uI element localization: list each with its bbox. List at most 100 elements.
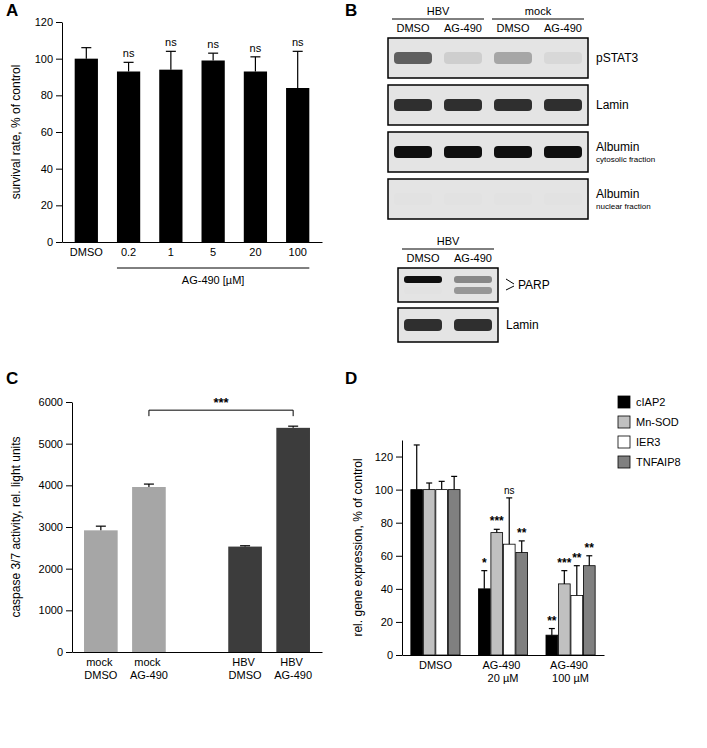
significance: **: [517, 526, 527, 540]
x-tick-label: 5: [210, 246, 216, 258]
y-axis-line: [72, 403, 73, 653]
bar: [448, 490, 460, 655]
y-tick-label: 0: [47, 236, 53, 248]
x-tick-label: 20: [249, 246, 261, 258]
significance: ns: [504, 485, 515, 496]
x-tick-label-line: HBV: [280, 656, 306, 668]
error-bar: [564, 571, 565, 584]
error-cap: [81, 47, 91, 48]
y-tick-mark: [56, 59, 62, 60]
y-tick-mark: [396, 457, 402, 458]
bar: [571, 595, 583, 655]
panel-label: A: [6, 1, 18, 20]
blot-lane-label: AG-490: [544, 22, 582, 34]
error-bar: [128, 62, 129, 71]
panel-label: D: [345, 369, 357, 388]
blot-lane-label: AG-490: [444, 22, 482, 34]
x-tick-label-line: DMSO: [84, 669, 117, 681]
legend: cIAP2Mn-SODIER3TNFAIP8: [618, 396, 681, 468]
y-tick: 0: [387, 649, 402, 661]
blot-band: [394, 52, 432, 64]
blot-lane-label: DMSO: [397, 22, 430, 34]
blot-lane-label: AG-490: [454, 252, 492, 264]
error-bar: [454, 476, 455, 489]
legend-label: Mn-SOD: [636, 416, 679, 428]
significance: ns: [292, 36, 304, 48]
x-axis-line: [403, 655, 605, 656]
y-tick: 120: [35, 16, 62, 28]
error-cap: [481, 570, 487, 571]
error-cap: [250, 56, 260, 57]
y-tick-label: 4000: [39, 479, 63, 491]
bar: [244, 72, 267, 243]
y-tick: 120: [375, 451, 402, 463]
y-tick: 20: [41, 199, 62, 211]
y-tick: 4000: [39, 479, 72, 491]
error-bar: [521, 541, 522, 553]
y-tick-mark: [396, 556, 402, 557]
error-bar: [484, 571, 485, 589]
y-tick-mark: [66, 652, 72, 653]
plot-area: [75, 48, 310, 242]
y-tick-label: 3000: [39, 521, 63, 533]
y-tick-label: 40: [41, 163, 53, 175]
y-tick-mark: [56, 95, 62, 96]
significance: **: [547, 614, 557, 628]
error-cap: [240, 545, 250, 546]
x-tick: HBV AG-490: [274, 652, 312, 681]
x-tick: AG-490 100 µM: [550, 655, 591, 684]
x-tick: DMSO: [419, 655, 452, 671]
blot-group-label: HBV: [437, 235, 460, 247]
bar: [117, 72, 140, 243]
error-bar: [297, 51, 298, 88]
legend-swatch: [618, 396, 630, 408]
x-axis: DMSO AG-490 20 µM AG-490 100 µM: [403, 655, 605, 684]
bar: [84, 530, 118, 652]
plot-area: [411, 445, 595, 655]
y-tick-mark: [56, 22, 62, 23]
blot-band: [544, 193, 582, 205]
blot-band: [394, 99, 432, 111]
error-cap: [96, 526, 106, 527]
significance: **: [572, 551, 582, 565]
figure: A020406080100120DMSO0.21520100nsnsnsnsns…: [0, 0, 707, 748]
blot-row-sublabel: nuclear fraction: [596, 202, 651, 211]
legend-label: cIAP2: [636, 396, 665, 408]
error-cap: [124, 62, 134, 63]
y-tick-label: 6000: [39, 396, 63, 408]
error-cap: [574, 565, 580, 566]
blot-lane-label: DMSO: [407, 252, 440, 264]
y-tick-mark: [66, 485, 72, 486]
y-tick: 40: [381, 583, 402, 595]
significance: ns: [165, 36, 177, 48]
y-axis: 020406080100120: [375, 441, 403, 662]
x-tick-label: 1: [168, 246, 174, 258]
x-tick-label-line: AG-490: [550, 659, 591, 671]
significance: ns: [250, 42, 262, 54]
blot-band: [444, 146, 482, 158]
blot: HBVmockDMSOAG-490DMSOAG-490pSTAT3LaminAl…: [388, 5, 655, 219]
significance: ***: [213, 395, 229, 410]
y-tick-label: 80: [41, 89, 53, 101]
x-tick: mock AG-490: [130, 652, 168, 681]
x-tick-label: DMSO: [419, 659, 452, 671]
error-bar: [441, 481, 442, 489]
significance: *: [482, 556, 487, 570]
x-axis-line: [73, 652, 323, 653]
error-cap: [293, 51, 303, 52]
error-bar: [576, 566, 577, 596]
y-tick-label: 100: [375, 484, 393, 496]
blot-band: [454, 319, 492, 331]
y-axis: 0100020003000400050006000: [39, 396, 73, 658]
error-bar: [255, 57, 256, 72]
x-tick: mock DMSO: [84, 652, 117, 681]
y-tick-label: 1000: [39, 604, 63, 616]
y-tick: 20: [381, 616, 402, 628]
error-cap: [166, 51, 176, 52]
x-axis-line: [63, 242, 323, 243]
blot-band: [404, 287, 442, 294]
x-axis: mock DMSO mock AG-490 HBV DMSO HBV AG-490: [73, 652, 323, 681]
error-cap: [451, 476, 457, 477]
x-tick-label: AG-490 20 µM: [483, 659, 524, 684]
x-tick-label-line: 100 µM: [552, 672, 589, 684]
